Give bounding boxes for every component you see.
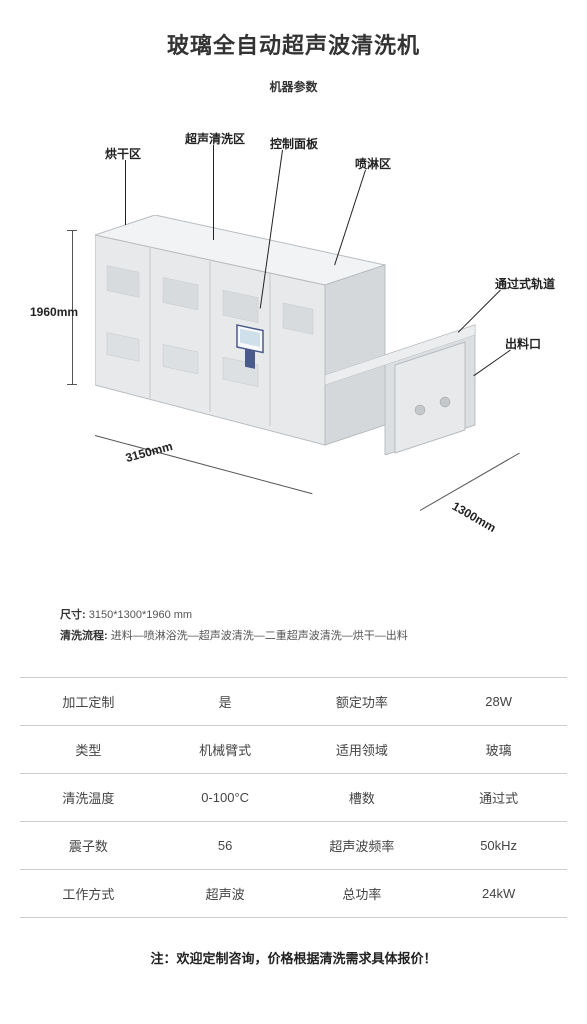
table-cell: 超声波频率	[294, 821, 431, 869]
size-value: 3150*1300*1960 mm	[89, 609, 192, 621]
table-cell: 工作方式	[20, 869, 157, 917]
machine-diagram: 烘干区 超声清洗区 控制面板 喷淋区 通过式轨道 出料口 1960mm 3150…	[0, 115, 587, 545]
table-cell: 玻璃	[430, 725, 567, 773]
table-cell: 额定功率	[294, 678, 431, 726]
label-track: 通过式轨道	[495, 275, 555, 292]
label-control: 控制面板	[270, 135, 318, 152]
size-label: 尺寸:	[60, 609, 86, 621]
table-row: 震子数56超声波频率50kHz	[20, 821, 567, 869]
table-row: 清洗温度0-100°C槽数通过式	[20, 773, 567, 821]
table-cell: 适用领域	[294, 725, 431, 773]
table-cell: 机械臂式	[157, 725, 294, 773]
dim-height-label: 1960mm	[30, 305, 78, 319]
machine-illustration	[95, 215, 495, 455]
process-label: 清洗流程:	[60, 630, 108, 642]
label-spray: 喷淋区	[355, 155, 391, 172]
table-cell: 是	[157, 678, 294, 726]
page-title: 玻璃全自动超声波清洗机	[0, 0, 587, 60]
label-drying: 烘干区	[105, 145, 141, 162]
table-cell: 56	[157, 821, 294, 869]
table-row: 工作方式超声波总功率24kW	[20, 869, 567, 917]
table-cell: 总功率	[294, 869, 431, 917]
table-row: 加工定制是额定功率28W	[20, 678, 567, 726]
table-cell: 通过式	[430, 773, 567, 821]
dim-depth-label: 1300mm	[450, 499, 499, 535]
table-cell: 震子数	[20, 821, 157, 869]
table-cell: 24kW	[430, 869, 567, 917]
table-cell: 50kHz	[430, 821, 567, 869]
spec-table: 加工定制是额定功率28W类型机械臂式适用领域玻璃清洗温度0-100°C槽数通过式…	[20, 678, 567, 918]
table-cell: 超声波	[157, 869, 294, 917]
table-cell: 加工定制	[20, 678, 157, 726]
process-value: 进料—喷淋浴洗—超声波清洗—二重超声波清洗—烘干—出料	[111, 630, 408, 642]
table-cell: 类型	[20, 725, 157, 773]
table-cell: 槽数	[294, 773, 431, 821]
table-cell: 28W	[430, 678, 567, 726]
table-cell: 清洗温度	[20, 773, 157, 821]
note-text: 注：欢迎定制咨询，价格根据清洗需求具体报价！	[0, 948, 587, 967]
label-ultrasonic: 超声清洗区	[185, 130, 245, 147]
dim-depth-bar	[420, 453, 520, 511]
table-row: 类型机械臂式适用领域玻璃	[20, 725, 567, 773]
page-subtitle: 机器参数	[0, 78, 587, 95]
table-cell: 0-100°C	[157, 773, 294, 821]
info-block: 尺寸: 3150*1300*1960 mm 清洗流程: 进料—喷淋浴洗—超声波清…	[60, 605, 537, 647]
